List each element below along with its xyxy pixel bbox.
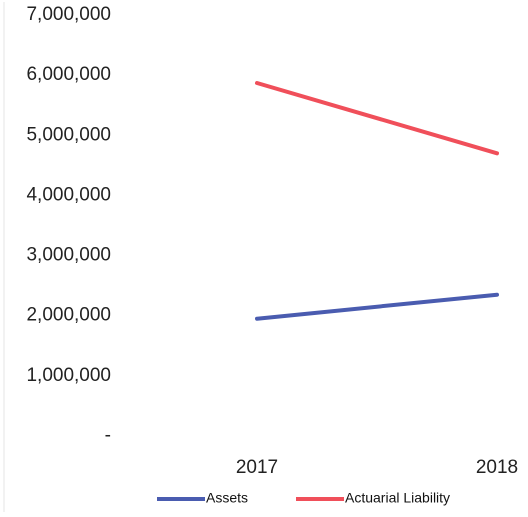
legend-label-actuarial-liability: Actuarial Liability — [345, 490, 450, 506]
y-tick-label: 6,000,000 — [26, 64, 111, 85]
x-axis-tick-labels: 2017 2018 — [236, 457, 518, 478]
y-tick-label: 5,000,000 — [26, 124, 111, 145]
y-tick-label: - — [105, 425, 111, 446]
y-tick-label: 4,000,000 — [26, 184, 111, 205]
x-tick-label: 2017 — [236, 457, 278, 478]
series-line-actuarial-liability — [257, 83, 497, 153]
legend-label-assets: Assets — [206, 490, 248, 506]
y-tick-label: 2,000,000 — [26, 305, 111, 326]
y-tick-label: 1,000,000 — [26, 365, 111, 386]
x-tick-label: 2018 — [476, 457, 518, 478]
series-lines — [257, 83, 497, 319]
y-tick-label: 7,000,000 — [26, 4, 111, 25]
y-tick-label: 3,000,000 — [26, 245, 111, 266]
y-axis-tick-labels: - 1,000,000 2,000,000 3,000,000 4,000,000 5,0… — [26, 4, 111, 446]
legend: Assets Actuarial Liability — [157, 490, 450, 506]
series-line-assets — [257, 295, 497, 319]
